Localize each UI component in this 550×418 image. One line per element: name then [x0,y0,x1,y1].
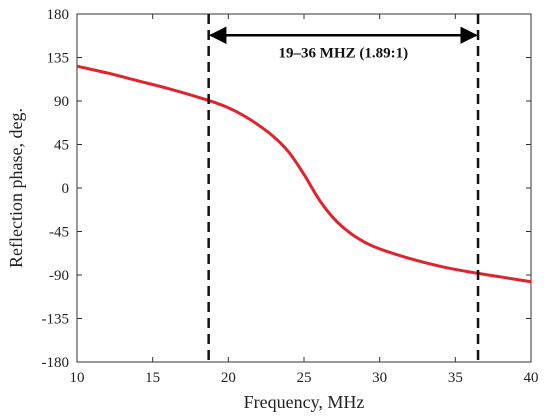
y-tick-label: 0 [62,181,70,197]
phase-curve [76,64,532,284]
y-tick-label: -180 [42,355,70,371]
x-tick-label: 15 [145,370,160,386]
x-tick-label: 30 [372,370,387,386]
x-tick-label: 10 [70,370,85,386]
y-tick-label: 135 [47,51,70,67]
x-axis: 10 15 20 25 30 35 40 [70,14,539,386]
y-tick-label: 45 [54,138,69,154]
band-edge-lines [207,14,480,362]
y-axis: 180 135 90 45 0 -45 -90 -135 -180 [42,7,531,371]
x-tick-label: 35 [448,370,463,386]
x-axis-title: Frequency, MHz [244,392,365,412]
bandwidth-annotation: 19–36 MHZ (1.89:1) [279,45,409,61]
y-tick-label: -90 [49,268,69,284]
y-axis-title: Reflection phase, deg. [6,108,26,268]
y-tick-label: 180 [47,7,70,23]
x-tick-label: 20 [221,370,236,386]
plot-area [76,13,532,363]
x-tick-label: 40 [524,370,539,386]
y-tick-label: 90 [54,94,69,110]
y-tick-label: -135 [42,312,70,328]
y-tick-label: -45 [49,225,69,241]
x-tick-label: 25 [297,370,312,386]
